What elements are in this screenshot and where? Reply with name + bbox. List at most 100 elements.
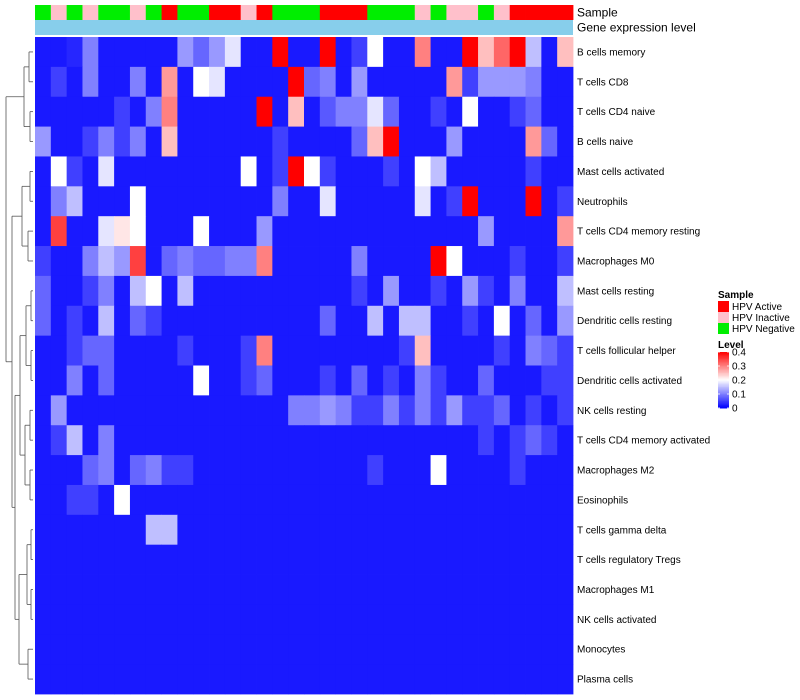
sample-annotation-cell (50, 5, 68, 20)
heatmap-cell (525, 126, 542, 157)
level-legend-gradient-step (718, 371, 729, 374)
heatmap-cell (446, 66, 463, 98)
heatmap-cell (557, 246, 574, 277)
heatmap-cell (525, 96, 542, 127)
heatmap-cell (541, 544, 558, 575)
heatmap-cell (256, 544, 273, 575)
level-legend-title: Level (718, 340, 744, 351)
heatmap-cell (288, 664, 305, 695)
heatmap-cell (177, 126, 194, 157)
heatmap-cell (478, 275, 495, 307)
heatmap-cell (398, 96, 416, 127)
heatmap-cell (367, 37, 384, 68)
heatmap-cell (240, 186, 257, 217)
heatmap-cell (462, 66, 479, 98)
heatmap-cell (462, 96, 479, 127)
heatmap-cell (414, 604, 431, 635)
heatmap-cell (525, 455, 542, 486)
heatmap-cell (398, 275, 416, 307)
heatmap-cell (383, 335, 400, 366)
heatmap-cell (383, 186, 400, 217)
heatmap-cell (319, 664, 337, 695)
heatmap-cell (541, 365, 558, 396)
heatmap-cell (161, 604, 178, 635)
heatmap-cell (414, 544, 431, 575)
sample-annotation-cell (193, 5, 210, 20)
heatmap-cell (525, 574, 542, 605)
level-legend-gradient-step (718, 375, 729, 378)
heatmap-cell (66, 544, 83, 575)
level-legend-tick-label: 0 (732, 404, 738, 415)
heatmap-cell (145, 455, 162, 486)
heatmap-cell (478, 66, 495, 98)
heatmap-cell (414, 156, 431, 187)
row-label: T cells CD4 naive (577, 107, 656, 118)
heatmap-cell (414, 305, 431, 337)
heatmap-cell (541, 186, 558, 217)
heatmap-cell (114, 335, 131, 366)
heatmap-cell (462, 544, 479, 575)
heatmap-cell (224, 574, 242, 605)
heatmap-cell (256, 634, 273, 665)
heatmap-cell (193, 186, 210, 217)
heatmap-cell (367, 514, 384, 546)
heatmap-cell (398, 66, 416, 98)
heatmap-cell (145, 634, 162, 665)
heatmap-cell (367, 216, 384, 247)
heatmap-cell (462, 484, 479, 516)
heatmap-cell (129, 425, 147, 456)
heatmap-cell (493, 395, 511, 426)
level-legend-gradient-step (718, 405, 729, 408)
heatmap-cell (319, 455, 337, 486)
heatmap-cell (462, 246, 479, 277)
heatmap-cell (288, 246, 305, 277)
heatmap-cell (304, 156, 321, 187)
heatmap-cell (335, 574, 352, 605)
heatmap-cell (35, 484, 52, 516)
heatmap-cell (557, 365, 574, 396)
heatmap-cell (114, 305, 131, 337)
heatmap-cell (193, 305, 210, 337)
heatmap-cell (98, 335, 115, 366)
heatmap-cell (462, 216, 479, 247)
heatmap-cell (493, 574, 511, 605)
heatmap-cell (35, 604, 52, 635)
level-legend-gradient-step (718, 373, 729, 375)
heatmap-cell (129, 365, 147, 396)
level-legend-gradient-step (718, 398, 729, 401)
heatmap-cell (66, 634, 83, 665)
heatmap-cell (288, 604, 305, 635)
heatmap-cell (98, 246, 115, 277)
heatmap-cell (304, 66, 321, 98)
heatmap-cell (177, 186, 194, 217)
heatmap-cell (541, 156, 558, 187)
heatmap-cell (240, 634, 257, 665)
heatmap-cell (319, 126, 337, 157)
heatmap-cell (256, 664, 273, 695)
heatmap-cell (114, 514, 131, 546)
heatmap-cell (493, 455, 511, 486)
heatmap-cell (541, 455, 558, 486)
heatmap-cell (493, 335, 511, 366)
sample-annotation-cell (557, 5, 574, 20)
row-label: Plasma cells (577, 675, 633, 686)
sample-annotation-cell (98, 5, 115, 20)
heatmap-cell (446, 186, 463, 217)
heatmap-cell (288, 484, 305, 516)
heatmap-cell (335, 455, 352, 486)
heatmap-cell (82, 484, 99, 516)
heatmap-cell (351, 275, 368, 307)
heatmap-cell (50, 365, 68, 396)
heatmap-cell (288, 156, 305, 187)
heatmap-cell (66, 275, 83, 307)
heatmap-cell (98, 484, 115, 516)
heatmap-cell (383, 604, 400, 635)
heatmap-cell (98, 96, 115, 127)
heatmap-cell (35, 246, 52, 277)
level-legend-gradient-step (718, 367, 729, 370)
heatmap-cell (525, 514, 542, 546)
sample-annotation-cell (351, 5, 368, 20)
heatmap-cell (288, 365, 305, 396)
heatmap-cell (82, 335, 99, 366)
heatmap-cell (66, 335, 83, 366)
